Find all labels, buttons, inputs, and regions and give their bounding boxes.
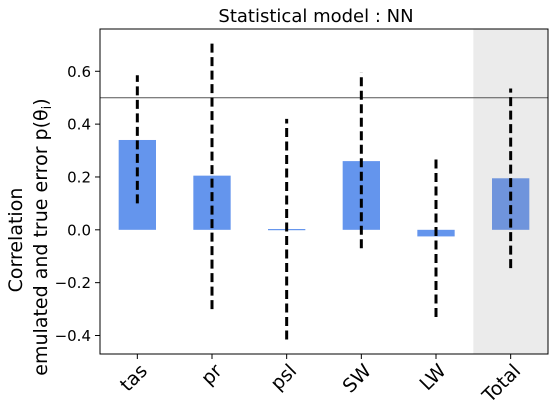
y-tick-label: 0.4	[67, 116, 91, 134]
y-axis-label-line2: emulated and true error p(θi)	[30, 98, 55, 375]
x-tick-label-tas: tas	[116, 360, 152, 396]
y-axis-label-line1: Correlation	[5, 188, 27, 293]
x-tick-label-pr: pr	[197, 360, 227, 390]
y-tick-label: 0.0	[67, 221, 91, 239]
x-tick-label-sw: SW	[338, 360, 376, 398]
chart-title: Statistical model : NN	[218, 6, 413, 27]
x-tick-label-total: Total	[478, 360, 526, 408]
error-bars-group	[135, 42, 513, 340]
y-axis-label-close: )	[30, 98, 52, 105]
y-axis-label-main: emulated and true error p(θ	[30, 109, 52, 375]
plot-frame	[99, 28, 549, 355]
y-tick-label: −0.4	[55, 327, 91, 345]
x-tick-label-psl: psl	[266, 360, 301, 395]
y-tick-label: 0.2	[67, 168, 91, 186]
y-tick-label: −0.2	[55, 274, 91, 292]
x-tick-label-lw: LW	[415, 360, 450, 395]
x-axis: tas pr psl SW LW Total	[116, 354, 525, 408]
y-axis-label-subscript: i	[40, 106, 55, 110]
bars-group	[118, 139, 530, 237]
y-axis: −0.4 −0.2 0.0 0.2 0.4 0.6	[55, 63, 100, 345]
y-axis-label: Correlation emulated and true error p(θi…	[5, 98, 55, 375]
y-tick-label: 0.6	[67, 63, 91, 81]
